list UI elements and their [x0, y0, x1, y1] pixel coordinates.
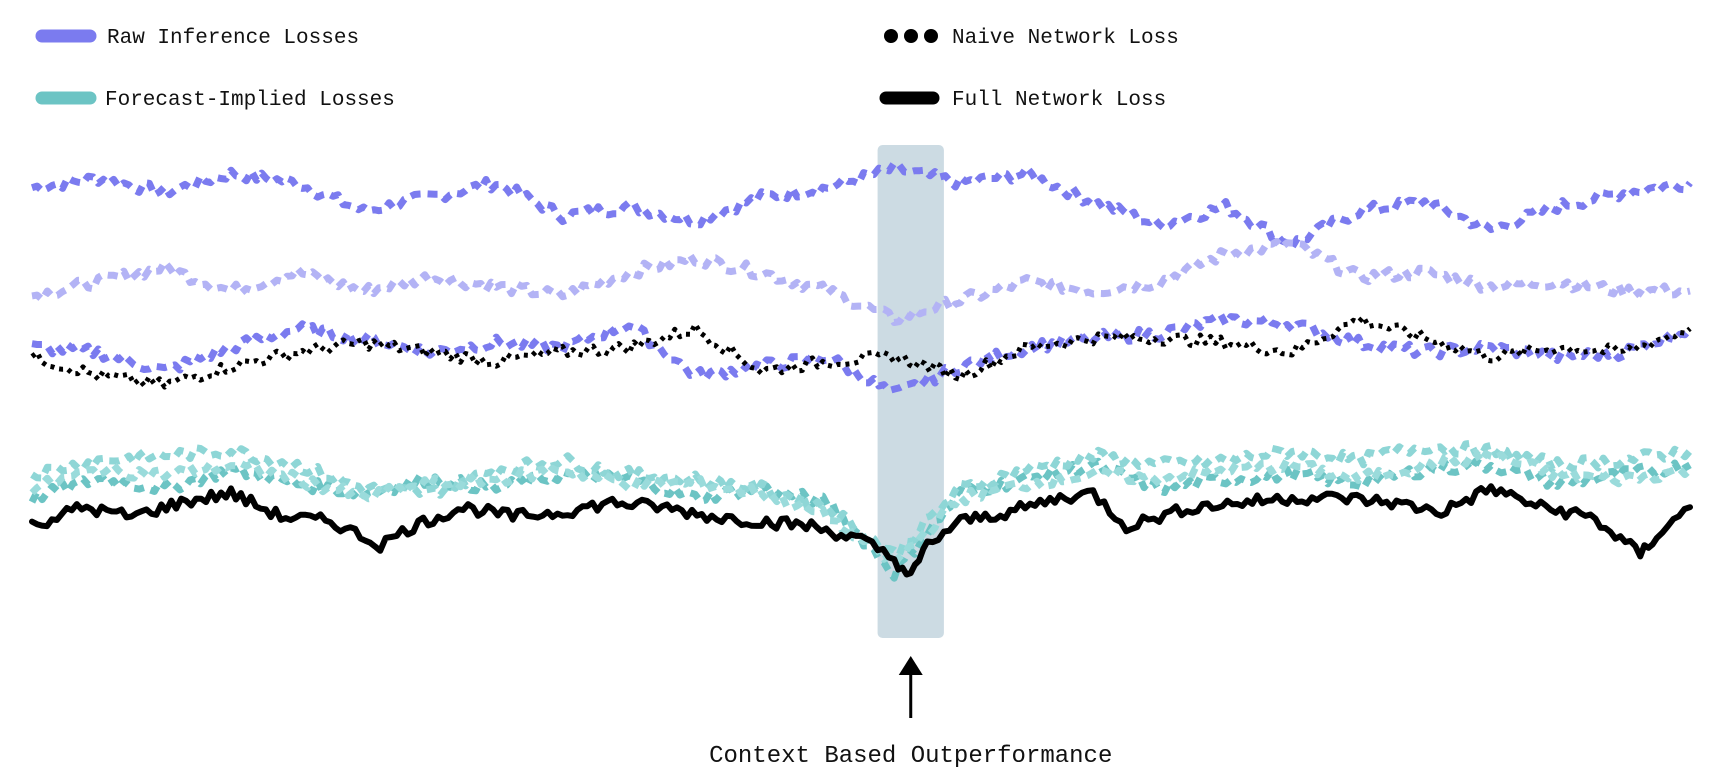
legend-label-forecast-implied: Forecast-Implied Losses [105, 89, 395, 112]
legend-item-naive-network: Naive Network Loss [884, 27, 1179, 50]
series-line-raw-0 [30, 159, 1693, 251]
annotation: Context Based Outperformance [709, 656, 1112, 770]
legend-item-full-network: Full Network Loss [879, 89, 1166, 112]
legend-label-naive-network: Naive Network Loss [952, 27, 1179, 50]
legend-swatch-naive-dot-1 [884, 29, 898, 43]
series-line-raw-1 [31, 238, 1691, 326]
series-line-naive-3 [30, 314, 1692, 390]
legend-item-raw-inference: Raw Inference Losses [35, 27, 359, 50]
annotation-arrow-head [898, 656, 923, 675]
series-line-raw-2 [31, 311, 1693, 395]
series-line-full-7 [29, 483, 1693, 578]
series-line-forecast-6 [29, 448, 1693, 568]
legend-swatch-naive-dot-2 [904, 29, 918, 43]
legend: Raw Inference Losses Naive Network Loss … [35, 27, 1179, 112]
annotation-label: Context Based Outperformance [709, 743, 1112, 770]
legend-swatch-naive-dot-3 [924, 29, 938, 43]
series-layer [28, 159, 1693, 582]
legend-label-full-network: Full Network Loss [952, 89, 1166, 112]
legend-label-raw-inference: Raw Inference Losses [107, 27, 359, 50]
legend-item-forecast-implied: Forecast-Implied Losses [35, 89, 395, 112]
